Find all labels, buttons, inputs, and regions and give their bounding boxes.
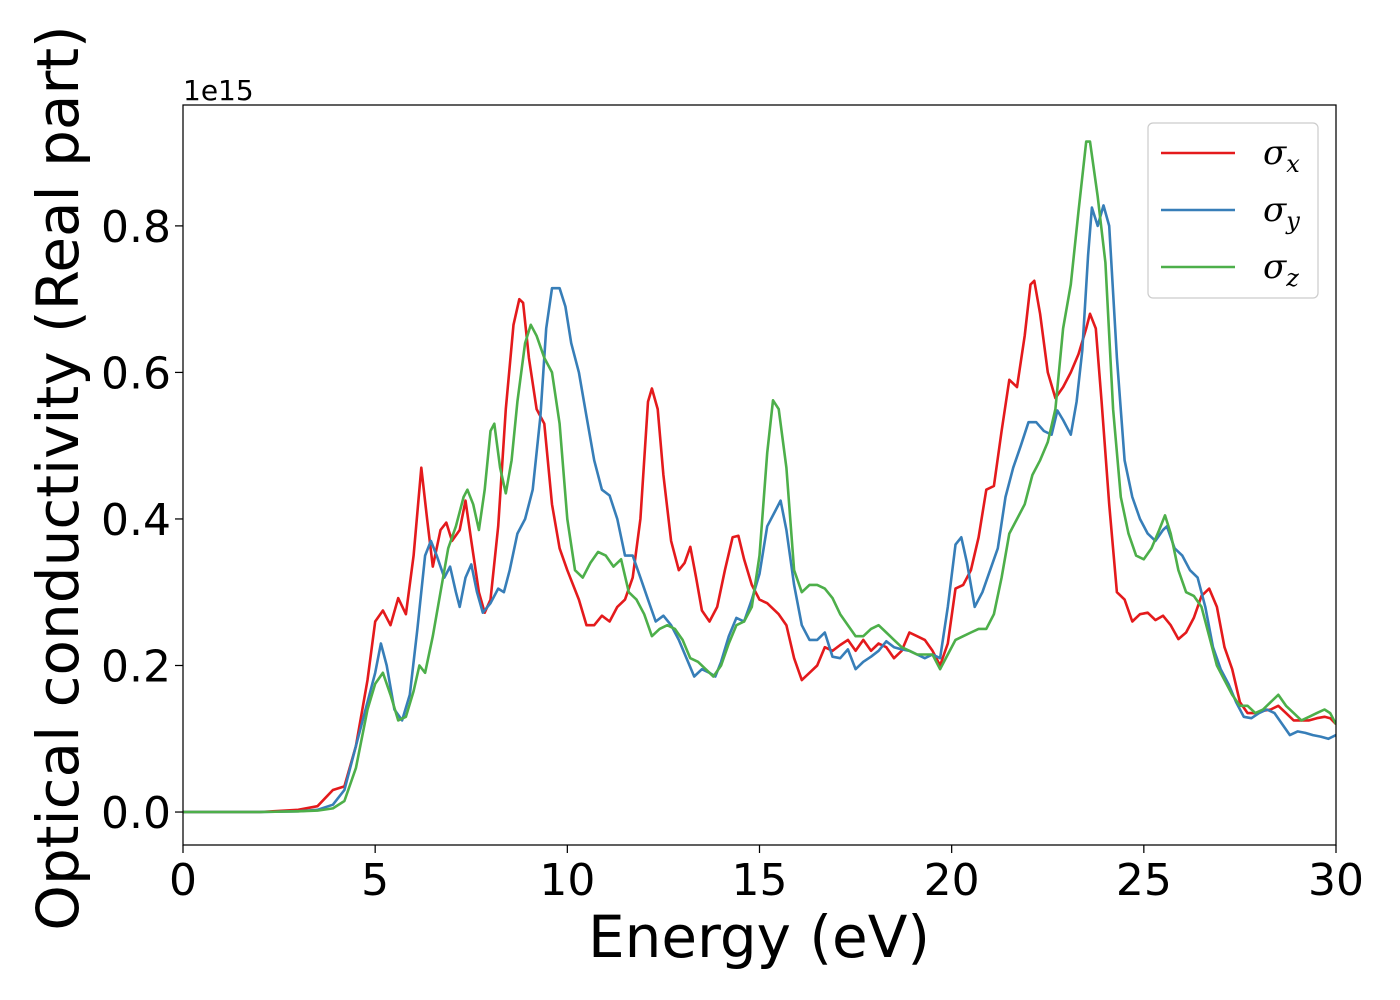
legend-label-x: σx bbox=[1263, 133, 1300, 178]
legend: σx σy σz bbox=[1147, 122, 1319, 299]
y-axis: 0.0 0.2 0.4 0.6 0.8 bbox=[101, 202, 183, 839]
x-tick-label: 15 bbox=[732, 855, 788, 906]
y-tick-label: 0.8 bbox=[101, 202, 171, 253]
x-axis: 0 5 10 15 20 25 30 bbox=[169, 845, 1364, 906]
y-axis-title: Optical conductivity (Real part) bbox=[24, 25, 92, 930]
series-line-z bbox=[183, 140, 1336, 814]
y-tick-label: 0.0 bbox=[101, 788, 171, 839]
series-layer bbox=[183, 140, 1336, 814]
x-tick-label: 30 bbox=[1308, 855, 1364, 906]
x-tick-label: 0 bbox=[169, 855, 197, 906]
y-tick-label: 0.6 bbox=[101, 348, 171, 399]
y-tick-label: 0.4 bbox=[101, 495, 171, 546]
legend-label-y: σy bbox=[1263, 190, 1300, 235]
x-tick-label: 20 bbox=[924, 855, 980, 906]
x-tick-label: 5 bbox=[361, 855, 389, 906]
x-axis-title: Energy (eV) bbox=[588, 903, 930, 971]
legend-label-z: σz bbox=[1263, 247, 1299, 292]
x-tick-label: 10 bbox=[539, 855, 595, 906]
series-line-x bbox=[183, 279, 1336, 814]
x-tick-label: 25 bbox=[1116, 855, 1172, 906]
y-tick-label: 0.2 bbox=[101, 641, 171, 692]
y-offset-label: 1e15 bbox=[183, 74, 254, 107]
